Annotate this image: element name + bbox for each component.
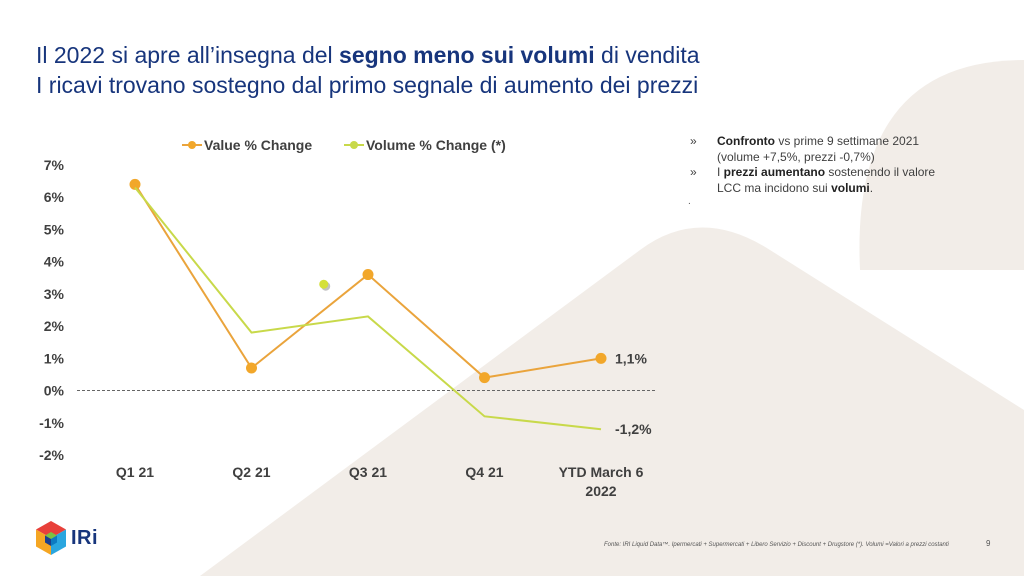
bullet1-line2: (volume +7,5%, prezzi -0,7%) [717, 149, 875, 164]
page-number: 9 [986, 539, 991, 548]
x-tick-label: YTD March 6 [559, 464, 644, 480]
y-tick-label: 4% [44, 254, 65, 270]
y-tick-label: 0% [44, 383, 65, 399]
data-label-volume: -1,2% [615, 421, 652, 437]
y-tick-label: -2% [39, 447, 64, 463]
value-point [246, 362, 257, 374]
source-note: Fonte: IRI Liquid Data™. Ipermercati + S… [604, 542, 949, 548]
y-tick-label: 1% [44, 350, 65, 366]
bullet1-bold: Confronto [717, 134, 775, 148]
title-line1-pre: Il 2022 si apre all’insegna del [36, 42, 340, 68]
x-tick-label: Q4 21 [465, 464, 503, 480]
value-point [362, 269, 374, 281]
bullet-marker: » [690, 165, 697, 179]
y-tick-label: 7% [44, 157, 65, 173]
title-line-2: I ricavi trovano sostegno dal primo segn… [36, 72, 699, 98]
bullet2-bold: prezzi aumentano [723, 165, 826, 179]
value-point [129, 178, 141, 190]
slide-title: Il 2022 si apre all’insegna del segno me… [36, 40, 700, 100]
logo-text: IRi [71, 526, 99, 549]
title-line-1: Il 2022 si apre all’insegna del segno me… [36, 40, 700, 70]
y-tick-label: 2% [44, 318, 65, 334]
iri-logo: IRi [36, 521, 98, 555]
title-line1-bold: segno meno sui volumi [339, 42, 595, 68]
bullet-item-confronto: » Confronto vs prime 9 settimane 2021 (v… [690, 134, 935, 165]
bullet1-text: vs prime 9 settimane 2021 [774, 134, 920, 148]
x-tick-label: Q3 21 [349, 464, 387, 480]
line-chart: 7% 6% 5% 4% 3% 2% 1% 0% -1% -2% Q1 21 Q2 21 Q3 21 Q4 … [39, 137, 657, 499]
y-tick-label: -1% [39, 415, 64, 431]
legend-marker [188, 141, 196, 149]
bullet2-line2-bold: volumi [831, 180, 870, 195]
legend-marker [350, 141, 358, 149]
bullet-item-prezzi: » I prezzi aumentano sostenendo il valor… [690, 165, 935, 196]
y-tick-label: 6% [44, 189, 65, 205]
x-tick-label: Q1 21 [116, 464, 154, 480]
value-point [479, 372, 490, 384]
x-tick-label: 2022 [585, 483, 616, 499]
bullet2-text: sostenendo il valore [825, 165, 936, 179]
series-line-value [134, 183, 602, 379]
y-tick-label: 3% [44, 286, 65, 302]
stray-point [319, 279, 329, 289]
bullet-marker: » [690, 134, 697, 148]
bullet-list: » Confronto vs prime 9 settimane 2021 (v… [690, 134, 935, 196]
trailing-dot: . [688, 196, 691, 207]
legend-label: Value % Change [204, 137, 312, 153]
iri-cube-icon [36, 521, 66, 555]
series-line-volume [134, 186, 602, 431]
y-tick-label: 5% [44, 221, 65, 237]
bullet2-pre: I [717, 165, 724, 179]
bullet2-line2-post: . [869, 180, 874, 195]
bullet2-line2-pre: LCC ma incidono sui [717, 180, 832, 195]
x-tick-label: Q2 21 [232, 464, 270, 480]
title-line1-post: di vendita [594, 42, 700, 68]
value-point [595, 352, 607, 364]
legend-label: Volume % Change (*) [366, 137, 506, 153]
data-label-value: 1,1% [615, 350, 647, 366]
